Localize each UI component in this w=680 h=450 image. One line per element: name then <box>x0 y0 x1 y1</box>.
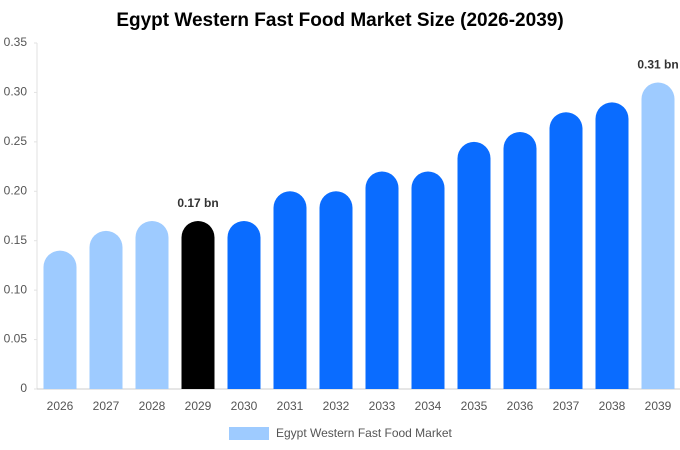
y-tick-label: 0 <box>20 381 27 395</box>
y-tick-label: 0.15 <box>4 233 28 247</box>
x-tick-label: 2027 <box>93 399 120 413</box>
bar <box>181 220 215 389</box>
legend-swatch <box>229 427 269 440</box>
bar <box>89 230 123 389</box>
x-tick-label: 2038 <box>599 399 626 413</box>
x-tick-label: 2026 <box>47 399 74 413</box>
y-tick-label: 0.35 <box>4 35 28 49</box>
x-tick-label: 2028 <box>139 399 166 413</box>
x-tick-label: 2039 <box>645 399 672 413</box>
value-label: 0.31 bn <box>637 58 678 72</box>
x-tick-label: 2032 <box>323 399 350 413</box>
x-tick-label: 2036 <box>507 399 534 413</box>
bar <box>43 250 77 389</box>
bar <box>273 191 307 389</box>
bar <box>549 112 583 389</box>
bar <box>135 220 169 389</box>
y-tick-label: 0.20 <box>4 183 28 197</box>
x-tick-label: 2034 <box>415 399 442 413</box>
value-label: 0.17 bn <box>177 196 218 210</box>
bar <box>365 171 399 389</box>
bar <box>319 191 353 389</box>
x-tick-label: 2030 <box>231 399 258 413</box>
bar <box>641 82 675 390</box>
y-tick-label: 0.25 <box>4 134 28 148</box>
x-tick-label: 2031 <box>277 399 304 413</box>
x-tick-label: 2035 <box>461 399 488 413</box>
x-tick-label: 2029 <box>185 399 212 413</box>
x-tick-label: 2037 <box>553 399 580 413</box>
bar <box>457 141 491 389</box>
bar <box>503 131 537 389</box>
bar <box>595 102 629 389</box>
y-tick-label: 0.05 <box>4 332 28 346</box>
bar <box>227 220 261 389</box>
legend-label: Egypt Western Fast Food Market <box>276 426 453 440</box>
chart-title: Egypt Western Fast Food Market Size (202… <box>116 10 563 31</box>
y-tick-label: 0.10 <box>4 282 28 296</box>
bar <box>411 171 445 389</box>
x-tick-label: 2033 <box>369 399 396 413</box>
y-tick-label: 0.30 <box>4 85 28 99</box>
